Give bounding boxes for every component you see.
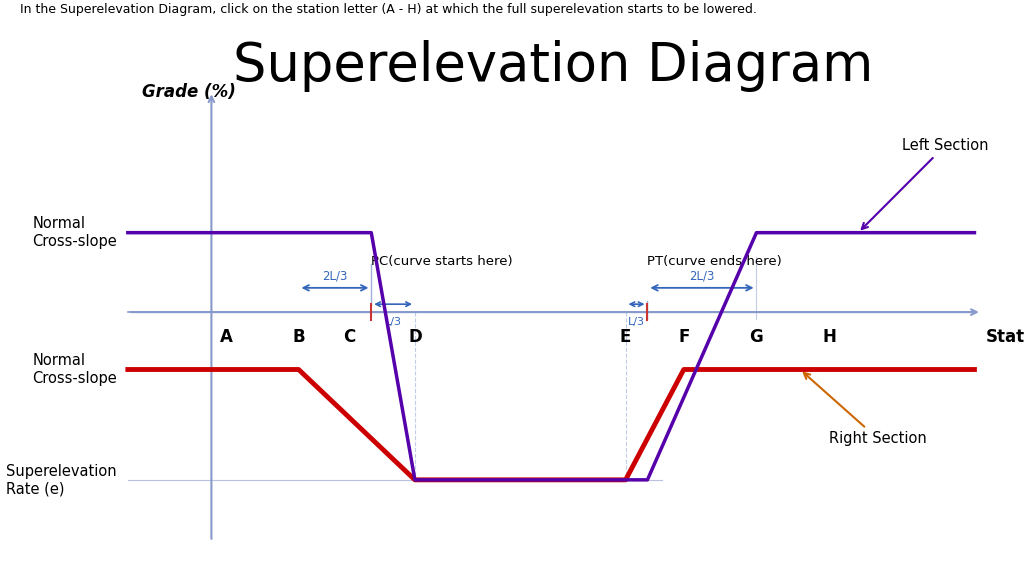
Text: PC(curve starts here): PC(curve starts here) bbox=[372, 255, 513, 268]
Text: L/3: L/3 bbox=[628, 317, 645, 327]
Text: 2L/3: 2L/3 bbox=[689, 269, 715, 283]
Text: D: D bbox=[408, 328, 422, 346]
Text: Superelevation Diagram: Superelevation Diagram bbox=[232, 40, 873, 92]
Text: Left Section: Left Section bbox=[862, 138, 988, 229]
Text: Grade (%): Grade (%) bbox=[142, 83, 237, 101]
Text: In the Superelevation Diagram, click on the station letter (A - H) at which the : In the Superelevation Diagram, click on … bbox=[20, 3, 758, 16]
Text: B: B bbox=[292, 328, 305, 346]
Text: Normal
Cross-slope: Normal Cross-slope bbox=[32, 353, 117, 386]
Text: G: G bbox=[750, 328, 763, 346]
Text: 2L/3: 2L/3 bbox=[323, 269, 347, 283]
Text: C: C bbox=[343, 328, 355, 346]
Text: F: F bbox=[678, 328, 689, 346]
Text: Normal
Cross-slope: Normal Cross-slope bbox=[32, 217, 117, 249]
Text: Right Section: Right Section bbox=[804, 373, 927, 446]
Text: Superelevation
Rate (e): Superelevation Rate (e) bbox=[6, 464, 117, 496]
Text: L/3: L/3 bbox=[385, 317, 401, 327]
Text: Station: Station bbox=[985, 328, 1024, 346]
Text: E: E bbox=[620, 328, 632, 346]
Text: PT(curve ends here): PT(curve ends here) bbox=[647, 255, 782, 268]
Text: A: A bbox=[219, 328, 232, 346]
Text: H: H bbox=[822, 328, 836, 346]
